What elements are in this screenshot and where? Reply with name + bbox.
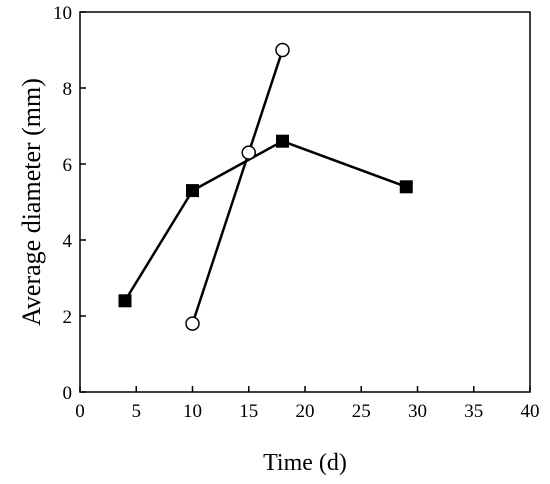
data-point-square — [118, 294, 132, 308]
x-tick-label: 35 — [464, 401, 483, 422]
data-point-square — [186, 184, 199, 198]
series-line — [123, 139, 407, 302]
data-point-square — [399, 180, 413, 194]
y-axis-label: Average diameter (mm) — [17, 78, 46, 326]
x-tick-label: 20 — [296, 401, 315, 422]
x-tick-label: 0 — [75, 401, 85, 422]
x-axis-label: Time (d) — [263, 450, 347, 476]
y-tick-label: 2 — [63, 307, 73, 328]
x-tick-label: 30 — [408, 401, 427, 422]
data-point-square — [276, 134, 289, 148]
data-point-circle — [275, 42, 290, 58]
y-tick-label: 8 — [63, 79, 73, 100]
data-point-circle — [241, 145, 256, 160]
y-tick-label: 6 — [63, 155, 73, 176]
x-tick-label: 15 — [239, 401, 258, 422]
series-line — [191, 49, 284, 324]
series-2 — [185, 42, 290, 331]
plot-area-frame — [79, 11, 531, 393]
x-tick-label: 10 — [183, 401, 202, 422]
y-tick-label: 0 — [63, 383, 73, 404]
series-1 — [118, 134, 413, 308]
y-tick-label: 4 — [63, 231, 73, 252]
x-tick-label: 40 — [521, 401, 540, 422]
x-tick-label: 25 — [352, 401, 371, 422]
x-tick-label: 5 — [132, 401, 142, 422]
data-point-circle — [185, 316, 200, 331]
y-tick-label: 10 — [53, 3, 72, 24]
